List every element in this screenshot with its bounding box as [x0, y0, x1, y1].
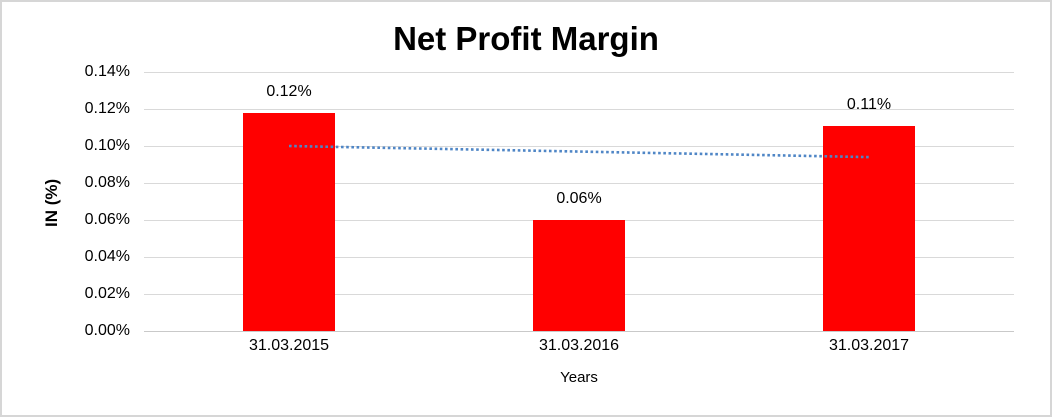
x-tick-label: 31.03.2017: [828, 337, 910, 354]
x-axis-title: Years: [560, 369, 598, 386]
y-tick-label: 0.12%: [84, 100, 130, 117]
bar: [533, 220, 625, 331]
gridline: [144, 183, 1014, 184]
bar: [823, 126, 915, 331]
chart-title: Net Profit Margin: [393, 20, 659, 57]
y-tick-label: 0.14%: [84, 63, 130, 80]
y-tick-label: 0.06%: [84, 211, 130, 228]
y-tick-label: 0.02%: [84, 285, 130, 302]
y-tick-label: 0.08%: [84, 174, 130, 191]
y-tick-label: 0.04%: [84, 248, 130, 265]
bar-data-label: 0.12%: [266, 83, 312, 100]
gridline: [144, 109, 1014, 110]
bar: [243, 113, 335, 331]
gridline: [144, 331, 1014, 332]
y-tick-label: 0.10%: [84, 137, 130, 154]
gridline: [144, 72, 1014, 73]
y-tick-label: 0.00%: [84, 322, 130, 339]
x-tick-label: 31.03.2016: [538, 337, 620, 354]
bar-data-label: 0.06%: [556, 190, 602, 207]
plot-area: [144, 72, 1014, 332]
x-tick-label: 31.03.2015: [248, 337, 330, 354]
bar-data-label: 0.11%: [846, 96, 892, 113]
